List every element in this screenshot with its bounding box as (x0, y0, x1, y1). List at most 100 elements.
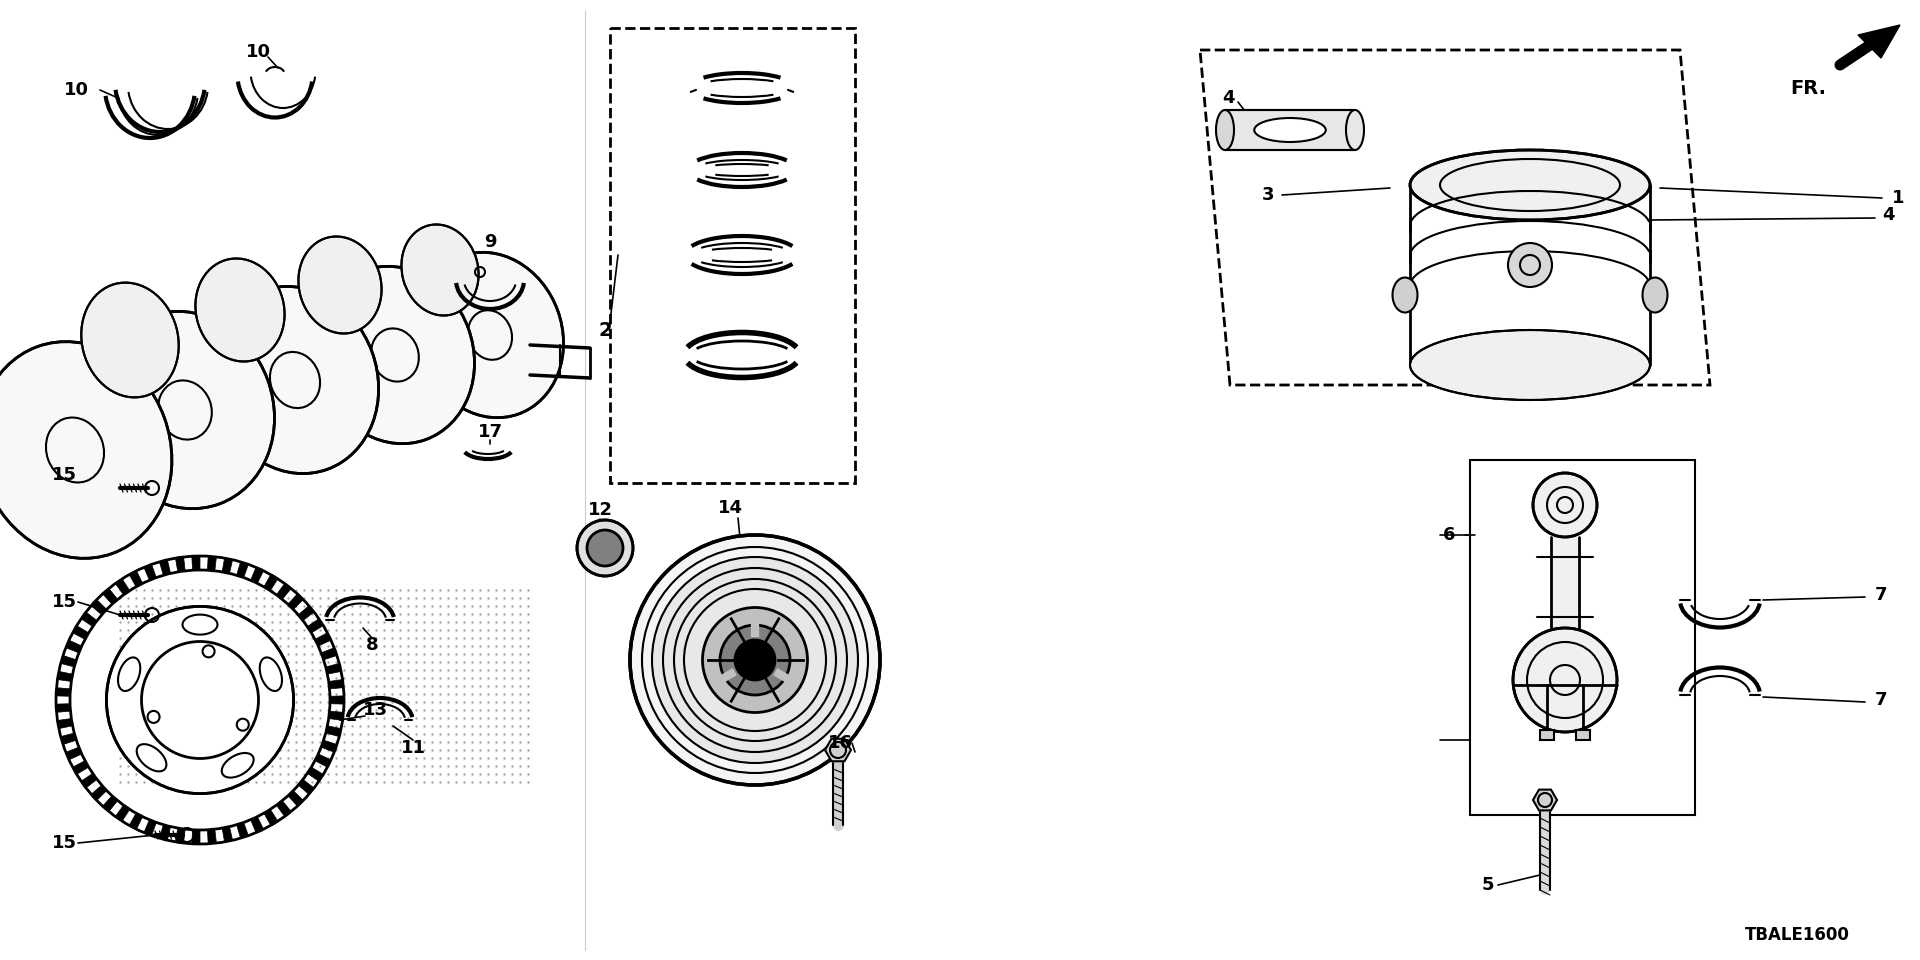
Text: 7: 7 (1876, 691, 1887, 709)
Circle shape (735, 640, 776, 680)
Text: 6: 6 (1442, 526, 1455, 544)
Ellipse shape (1409, 330, 1649, 400)
Circle shape (106, 607, 294, 794)
Polygon shape (102, 796, 117, 811)
Polygon shape (298, 780, 315, 794)
Polygon shape (207, 829, 217, 844)
Polygon shape (307, 767, 323, 781)
Polygon shape (298, 606, 315, 620)
Polygon shape (61, 733, 77, 745)
Text: 8: 8 (365, 636, 378, 654)
Text: 10: 10 (246, 43, 271, 61)
Text: 4: 4 (1882, 206, 1895, 224)
Polygon shape (175, 557, 184, 572)
Polygon shape (56, 704, 71, 712)
Polygon shape (328, 680, 344, 689)
Polygon shape (321, 740, 336, 753)
Polygon shape (56, 687, 71, 696)
Polygon shape (328, 711, 344, 721)
Ellipse shape (211, 286, 378, 473)
Text: 2: 2 (597, 321, 612, 340)
Ellipse shape (0, 342, 173, 559)
Polygon shape (252, 567, 263, 584)
Circle shape (662, 568, 847, 752)
Bar (611, 28, 854, 483)
Ellipse shape (1392, 277, 1417, 313)
Polygon shape (144, 564, 156, 580)
Ellipse shape (1346, 110, 1363, 150)
Text: 12: 12 (588, 501, 612, 519)
Polygon shape (1532, 790, 1557, 810)
Polygon shape (307, 619, 323, 633)
Text: 16: 16 (828, 734, 852, 752)
Polygon shape (73, 760, 88, 775)
Polygon shape (144, 820, 156, 835)
Polygon shape (1859, 25, 1901, 58)
Polygon shape (321, 648, 336, 660)
Text: 4: 4 (1221, 89, 1235, 107)
Polygon shape (326, 726, 342, 736)
Circle shape (630, 535, 879, 785)
Circle shape (588, 530, 622, 566)
Polygon shape (288, 594, 303, 610)
Bar (1225, 110, 1356, 150)
Text: 10: 10 (63, 81, 88, 99)
Circle shape (1507, 243, 1551, 287)
Bar (1471, 460, 1695, 815)
Polygon shape (330, 696, 344, 704)
Polygon shape (81, 774, 98, 788)
Text: 9: 9 (484, 233, 495, 251)
Text: 14: 14 (718, 499, 743, 517)
Polygon shape (826, 739, 851, 761)
Bar (1551, 537, 1578, 660)
Text: FR.: FR. (1789, 79, 1826, 98)
Circle shape (1532, 473, 1597, 537)
Polygon shape (81, 612, 98, 627)
Ellipse shape (315, 266, 474, 444)
Ellipse shape (81, 282, 179, 397)
Polygon shape (223, 827, 232, 842)
Polygon shape (223, 558, 232, 573)
Polygon shape (73, 626, 88, 639)
Bar (1576, 730, 1590, 740)
Circle shape (578, 520, 634, 576)
Polygon shape (159, 560, 171, 575)
Ellipse shape (96, 311, 275, 509)
Text: TBALE1600: TBALE1600 (1745, 926, 1849, 944)
Polygon shape (276, 801, 292, 817)
Ellipse shape (196, 258, 284, 362)
Polygon shape (159, 825, 171, 840)
Text: 15: 15 (52, 834, 77, 852)
Polygon shape (192, 556, 200, 570)
Polygon shape (207, 556, 217, 571)
Polygon shape (315, 754, 330, 767)
Ellipse shape (401, 225, 478, 316)
Polygon shape (192, 829, 200, 844)
Polygon shape (236, 562, 248, 578)
Bar (1540, 730, 1553, 740)
Polygon shape (129, 813, 142, 829)
Ellipse shape (1215, 110, 1235, 150)
Text: 15: 15 (52, 593, 77, 611)
Polygon shape (115, 805, 131, 821)
Circle shape (653, 557, 858, 763)
Text: 11: 11 (401, 739, 426, 757)
Polygon shape (102, 588, 117, 604)
Polygon shape (288, 791, 303, 806)
Circle shape (1513, 628, 1617, 732)
Ellipse shape (417, 252, 563, 418)
Polygon shape (58, 671, 73, 682)
Polygon shape (263, 575, 278, 590)
Polygon shape (326, 663, 342, 674)
Text: 3: 3 (1261, 186, 1275, 204)
Circle shape (720, 625, 789, 695)
Polygon shape (61, 656, 77, 667)
Polygon shape (263, 809, 278, 826)
Circle shape (674, 579, 835, 741)
Text: 7: 7 (1876, 586, 1887, 604)
Polygon shape (236, 823, 248, 838)
Ellipse shape (1642, 277, 1667, 313)
Text: 13: 13 (363, 701, 388, 719)
Text: 1: 1 (1891, 189, 1905, 207)
Ellipse shape (1254, 118, 1325, 142)
